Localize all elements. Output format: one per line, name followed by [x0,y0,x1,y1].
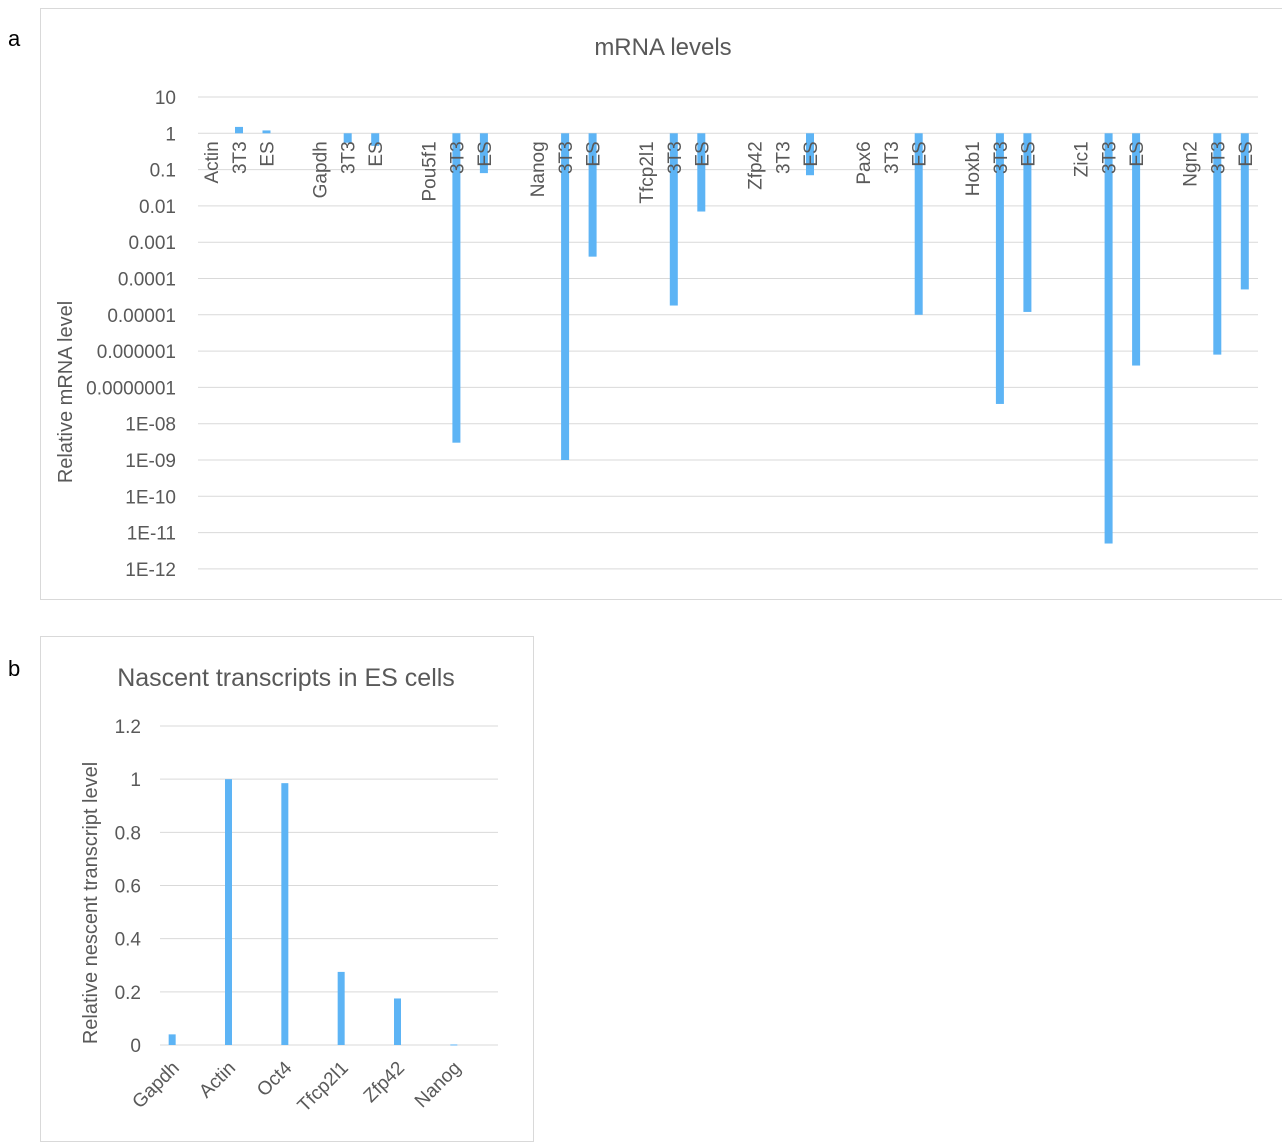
bar [995,133,1004,404]
series-label: 3T3 [1208,141,1229,174]
bar [669,133,678,306]
category-label: Tfcp2l1 [294,1058,353,1117]
category-label: Nanog [411,1058,465,1112]
series-label: 3T3 [991,141,1012,174]
category-label: Oct4 [253,1057,297,1101]
y-tick-label: 10 [155,88,176,109]
series-label: ES [258,141,279,166]
series-label: 3T3 [1100,141,1121,174]
panel-label-b: b [8,656,21,681]
category-label: Actin [202,141,223,183]
bar [1213,133,1222,355]
bar [1023,133,1032,312]
series-label: 3T3 [339,141,360,174]
bar [914,133,923,315]
series-label: 3T3 [882,141,903,174]
category-label: Zfp42 [746,141,767,190]
bar [168,1034,176,1045]
series-label: ES [1018,141,1039,166]
bar [337,971,345,1045]
bar [371,133,380,146]
bar [225,779,232,1045]
category-label: Zic1 [1072,141,1093,177]
y-tick-label: 0.000001 [97,342,176,363]
category-label: Gapdh [311,141,332,198]
series-label: ES [1236,141,1257,166]
y-tick-label: 0.001 [128,233,176,254]
category-label: Ngn2 [1180,141,1201,186]
series-label: ES [584,141,605,166]
series-label: ES [910,141,931,166]
y-axis-label: Relative nescent transcript level [80,762,102,1044]
series-label: 3T3 [665,141,686,174]
series-label: ES [366,141,387,166]
y-tick-label: 1 [130,770,141,791]
series-label: ES [692,141,713,166]
chart-title: Nascent transcripts in ES cells [117,664,455,692]
series-label: ES [1127,141,1148,166]
y-tick-label: 0.00001 [107,306,176,327]
series-label: 3T3 [556,141,577,174]
mrna-levels-chart: mRNA levels 10 1 0.1 0.01 0.001 0.0001 0.00001 0… [55,34,1258,581]
series-label: ES [475,141,496,166]
y-tick-label: 1E-11 [127,524,176,545]
series-label: 3T3 [774,141,795,174]
category-label: Hoxb1 [963,141,984,196]
y-axis-label: Relative mRNA level [55,301,77,483]
y-tick-label: 1E-09 [125,451,176,472]
series-label: 3T3 [230,141,251,174]
y-tick-label: 0.0000001 [86,378,176,399]
category-label: Nanog [528,141,549,197]
y-tick-label: 1 [165,124,176,145]
y-tick-label: 0.8 [115,823,141,844]
bar [450,1044,458,1046]
y-tick-label: 1.2 [115,717,141,738]
bar [394,998,401,1045]
bar [1104,133,1113,544]
category-label: Pax6 [854,141,875,184]
y-tick-label: 1E-12 [125,560,176,581]
bar [281,783,289,1045]
bar [1240,133,1249,290]
y-tick-label: 0 [130,1036,141,1057]
bar [561,133,570,461]
bar [697,133,706,212]
chart-title: mRNA levels [594,34,731,61]
bar [452,133,461,443]
chart-frame-a [40,8,1282,600]
bar [806,133,814,176]
y-tick-label: 0.4 [115,930,142,951]
category-label: Gapdh [129,1058,184,1113]
y-tick-label: 1E-10 [125,487,176,508]
y-tick-label: 0.01 [139,197,176,218]
bar [235,126,243,134]
category-label: Actin [195,1058,240,1103]
y-tick-label: 0.2 [115,983,141,1004]
bar [262,130,271,134]
bar [479,133,488,174]
y-tick-label: 0.6 [115,877,141,898]
nascent-transcripts-chart: Nascent transcripts in ES cells 0 0.2 0.4 0.… [80,664,498,1117]
category-label: Zfp42 [360,1058,409,1107]
bar [588,133,597,257]
y-tick-label: 0.0001 [118,270,176,291]
bar [1132,133,1141,366]
series-label: ES [801,141,822,166]
category-label: Pou5f1 [419,141,440,201]
bar [343,133,352,143]
y-tick-label: 1E-08 [125,415,176,436]
series-label: 3T3 [447,141,468,174]
category-label: Tfcp2l1 [637,141,658,203]
panel-label-a: a [8,26,21,51]
y-tick-label: 0.1 [150,161,176,182]
